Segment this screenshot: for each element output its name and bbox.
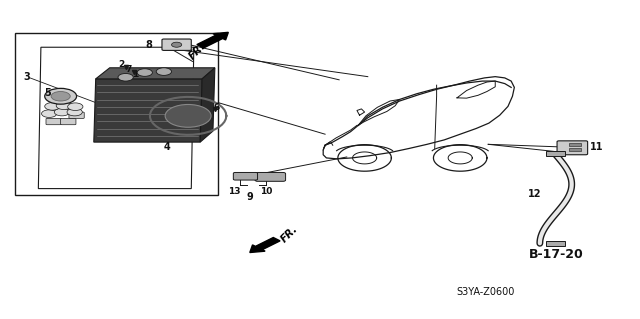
Circle shape	[156, 68, 172, 75]
FancyBboxPatch shape	[69, 112, 84, 118]
Polygon shape	[96, 68, 215, 79]
Text: 1: 1	[132, 70, 138, 78]
Polygon shape	[94, 79, 202, 142]
Circle shape	[56, 102, 72, 109]
Circle shape	[137, 69, 152, 76]
Circle shape	[51, 92, 70, 101]
Circle shape	[45, 103, 60, 110]
Circle shape	[165, 105, 211, 127]
FancyBboxPatch shape	[46, 118, 61, 125]
Text: 5: 5	[44, 88, 51, 98]
Text: 2: 2	[118, 60, 124, 69]
Text: 11: 11	[589, 143, 603, 152]
Text: B-17-20: B-17-20	[529, 248, 583, 261]
FancyArrow shape	[197, 32, 228, 48]
Text: FR.: FR.	[187, 41, 207, 62]
Text: 12: 12	[528, 189, 541, 199]
FancyBboxPatch shape	[557, 141, 588, 155]
Text: 9: 9	[246, 192, 253, 202]
Bar	[546, 241, 565, 247]
Bar	[568, 148, 581, 151]
FancyBboxPatch shape	[255, 173, 285, 181]
Text: 7: 7	[125, 65, 132, 74]
Text: 3: 3	[24, 72, 30, 82]
Circle shape	[118, 73, 133, 81]
Circle shape	[68, 103, 83, 110]
Circle shape	[172, 42, 182, 47]
Circle shape	[67, 108, 83, 116]
Circle shape	[42, 110, 57, 117]
FancyBboxPatch shape	[61, 118, 76, 125]
FancyBboxPatch shape	[162, 39, 191, 50]
Text: 6: 6	[214, 103, 220, 112]
Text: 4: 4	[164, 142, 170, 152]
Polygon shape	[200, 68, 215, 142]
Circle shape	[45, 88, 77, 104]
Text: S3YA-Z0600: S3YA-Z0600	[456, 287, 515, 297]
Text: 10: 10	[260, 187, 272, 196]
Bar	[568, 143, 581, 146]
FancyArrow shape	[250, 238, 280, 253]
Text: FR.: FR.	[279, 224, 300, 245]
Text: 8: 8	[145, 40, 152, 50]
Text: 13: 13	[228, 187, 240, 196]
Bar	[546, 151, 565, 156]
FancyBboxPatch shape	[234, 173, 257, 180]
Circle shape	[54, 108, 70, 116]
